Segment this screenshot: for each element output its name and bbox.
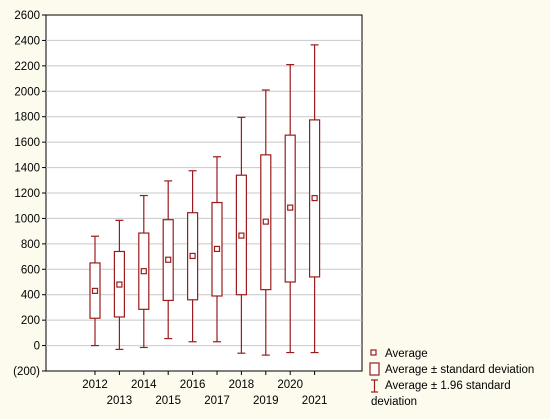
y-tick-label: 200 xyxy=(21,315,40,327)
y-tick-label: 1800 xyxy=(14,112,40,124)
x-tick-label: 2012 xyxy=(82,379,108,391)
average-marker xyxy=(311,194,318,202)
y-tick-label: 1400 xyxy=(14,163,40,175)
average-marker xyxy=(116,281,123,288)
box-group-2020 xyxy=(284,63,296,354)
box-group-2021 xyxy=(309,44,321,354)
box-group-2013 xyxy=(113,219,126,350)
box-group-2014 xyxy=(138,194,150,349)
x-tick-label: 2014 xyxy=(131,379,157,391)
y-tick-label: 1000 xyxy=(14,213,40,225)
box-group-2012 xyxy=(89,235,101,347)
box-group-2019 xyxy=(260,89,272,356)
box-group-2018 xyxy=(235,116,247,354)
x-tick-label: 2020 xyxy=(277,379,303,391)
legend-average-symbol xyxy=(370,349,377,356)
x-tick-label: 2013 xyxy=(107,395,133,407)
legend-average-label: Average xyxy=(385,348,428,360)
y-tick-label: (200) xyxy=(13,366,40,378)
x-tick-label: 2016 xyxy=(180,379,206,391)
x-tick-label: 2015 xyxy=(155,395,181,407)
box-group-2016 xyxy=(187,170,199,343)
x-tick-label: 2017 xyxy=(204,395,230,407)
y-tick-label: 400 xyxy=(21,290,40,302)
y-tick-label: 2000 xyxy=(14,86,40,98)
y-tick-label: 1600 xyxy=(14,137,40,149)
legend: Average Average ± standard deviation Ave… xyxy=(369,348,534,408)
legend-box-symbol xyxy=(369,362,380,376)
x-axis-ticks: 2012 2013 2014 2015 2016 2017 2018 2019 2020 2021 xyxy=(82,371,327,407)
legend-whisker-label-line2: deviation xyxy=(371,396,417,408)
y-tick-label: 600 xyxy=(21,264,40,276)
y-tick-label: 800 xyxy=(21,239,40,251)
y-tick-label: 2600 xyxy=(14,10,40,22)
box-group-2017 xyxy=(211,156,223,343)
x-tick-label: 2021 xyxy=(302,395,328,407)
legend-whisker-label-line1: Average ± 1.96 standard xyxy=(385,380,511,392)
average-marker xyxy=(140,268,147,275)
x-tick-label: 2018 xyxy=(229,379,255,391)
average-marker xyxy=(213,245,221,253)
y-tick-label: 1200 xyxy=(14,188,40,200)
x-tick-label: 2019 xyxy=(253,395,279,407)
y-tick-label: 2400 xyxy=(14,35,40,47)
legend-box-label: Average ± standard deviation xyxy=(385,364,534,376)
average-marker xyxy=(287,204,294,211)
box-marks xyxy=(89,44,321,356)
box-group-2015 xyxy=(162,180,174,340)
average-marker xyxy=(189,252,196,260)
y-axis-ticks: (200) 0 200 400 600 800 1000 1200 1400 1600 1800 20… xyxy=(13,10,46,378)
average-marker xyxy=(238,232,245,239)
average-marker xyxy=(91,287,99,294)
average-marker xyxy=(262,218,269,225)
average-marker xyxy=(165,256,172,263)
y-tick-label: 2200 xyxy=(14,61,40,73)
y-tick-label: 0 xyxy=(34,341,40,353)
